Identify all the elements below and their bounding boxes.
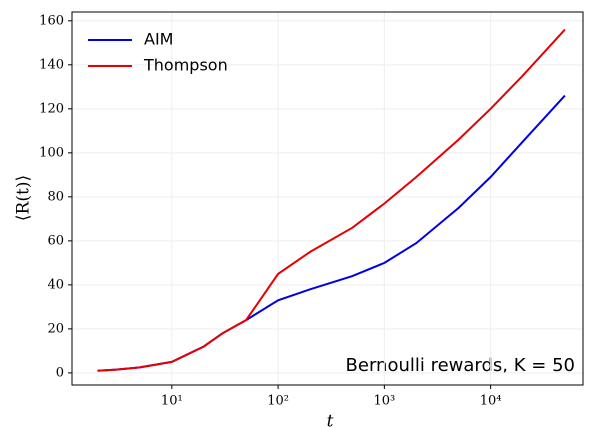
x-tick-label: 10³: [373, 394, 395, 409]
y-tick-label: 160: [39, 13, 64, 28]
legend-label: Thompson: [143, 56, 228, 75]
legend-label: AIM: [144, 30, 173, 49]
x-tick-label: 10¹: [161, 394, 183, 409]
line: [97, 28, 566, 372]
y-tick-label: 20: [47, 321, 64, 336]
x-tick-label: 10⁴: [480, 394, 502, 409]
y-tick-label: 100: [39, 145, 64, 160]
annotation: Bernoulli rewards, K = 50: [346, 355, 575, 376]
y-tick-label: 40: [47, 277, 64, 292]
y-tick-label: 80: [47, 189, 64, 204]
line: [97, 94, 566, 372]
y-tick-label: 140: [39, 57, 64, 72]
y-tick-label: 0: [56, 365, 64, 380]
y-axis-label: ⟨R(t)⟩: [14, 175, 34, 221]
x-axis-label: t: [327, 412, 334, 428]
x-tick-label: 10²: [267, 394, 289, 409]
plot-frame: [71, 11, 584, 386]
y-tick-label: 60: [47, 233, 64, 248]
y-tick-label: 120: [39, 101, 64, 116]
